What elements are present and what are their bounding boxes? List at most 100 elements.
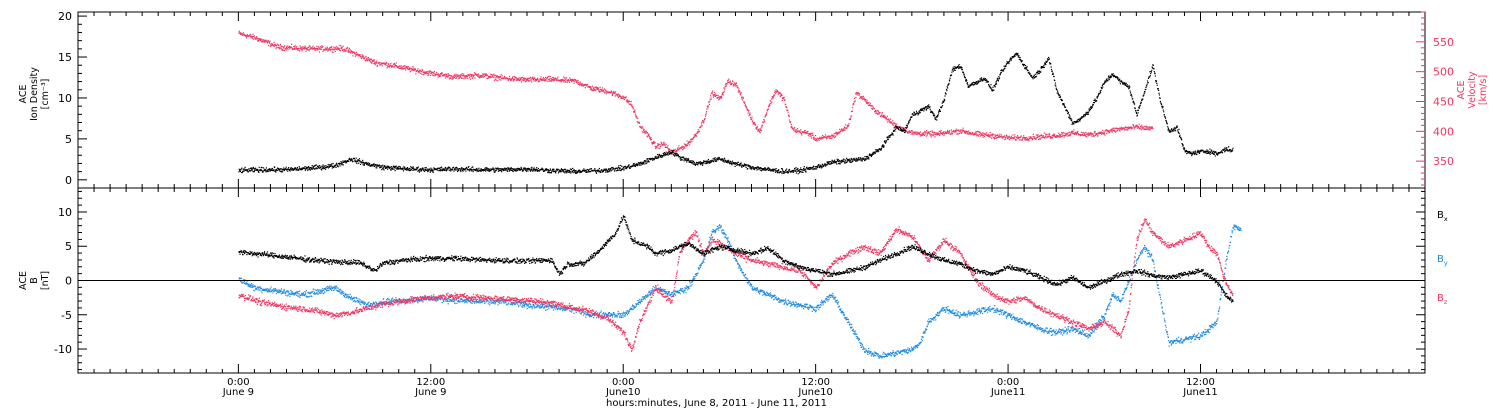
density-series-point — [369, 162, 371, 164]
density-series-point — [830, 161, 832, 163]
velocity-series-point — [542, 78, 544, 80]
density-series-point — [1035, 75, 1037, 77]
velocity-series-point — [307, 49, 309, 51]
velocity-series-point — [753, 123, 755, 125]
density-series-point — [677, 154, 679, 156]
velocity-series-point — [361, 54, 363, 56]
velocity-series-point — [1139, 127, 1141, 129]
density-series-point — [673, 152, 675, 154]
density-series-point — [827, 161, 829, 163]
density-series-point — [384, 167, 386, 169]
velocity-series-point — [892, 120, 894, 122]
density-series-point — [970, 84, 972, 86]
velocity-series-point — [426, 73, 428, 75]
velocity-series-point — [485, 73, 488, 75]
density-series-point — [625, 166, 627, 168]
velocity-series-point — [705, 112, 707, 114]
density-series-point — [567, 170, 569, 172]
density-series-point — [895, 125, 897, 127]
density-series-point — [1094, 98, 1096, 100]
velocity-series-point — [469, 75, 471, 77]
density-series-point — [909, 119, 911, 121]
density-series-point — [927, 105, 929, 107]
velocity-series-point — [603, 89, 605, 91]
velocity-series-point — [685, 144, 687, 146]
velocity-series-point — [1083, 132, 1085, 134]
density-series-point — [753, 168, 756, 171]
density-series-point — [449, 166, 451, 169]
density-series-point — [294, 167, 296, 169]
density-series-point — [867, 158, 869, 160]
velocity-series-point — [390, 62, 392, 65]
density-series-point — [935, 118, 937, 121]
velocity-series-point — [956, 133, 958, 135]
velocity-series-point — [659, 144, 661, 146]
velocity-series-point — [722, 91, 725, 93]
density-series-point — [869, 153, 871, 155]
density-series-point — [619, 167, 621, 169]
density-series-point — [250, 170, 252, 172]
density-series-point — [770, 169, 773, 171]
velocity-series-point — [865, 100, 867, 103]
velocity-series-point — [707, 105, 709, 107]
velocity-series-point — [487, 77, 489, 80]
velocity-series-point — [833, 133, 835, 135]
velocity-series-point — [996, 134, 998, 137]
velocity-series-point — [276, 46, 278, 48]
velocity-series-point — [866, 99, 868, 101]
density-series-point — [1076, 121, 1078, 123]
velocity-series-point — [480, 76, 482, 78]
density-series-point — [1076, 121, 1079, 123]
velocity-series-point — [328, 47, 331, 49]
density-series-point — [837, 160, 839, 162]
velocity-series-point — [393, 66, 395, 68]
velocity-series-point — [570, 79, 572, 81]
velocity-series-point — [924, 131, 926, 133]
velocity-series-point — [383, 63, 385, 65]
velocity-series-point — [1004, 136, 1006, 138]
velocity-series-point — [1030, 136, 1032, 138]
velocity-series-point — [981, 135, 983, 137]
velocity-series-point — [252, 37, 254, 39]
density-series-point — [617, 168, 619, 170]
velocity-series-point — [1142, 128, 1144, 130]
velocity-series-point — [849, 118, 852, 120]
velocity-series-point — [918, 131, 920, 133]
density-series-point — [462, 169, 464, 171]
velocity-series-point — [688, 141, 690, 144]
velocity-series-point — [878, 111, 880, 113]
density-series-point — [851, 158, 853, 160]
velocity-series-point — [406, 65, 408, 68]
density-series-point — [397, 168, 399, 170]
density-series-point — [935, 117, 937, 119]
velocity-series-point — [330, 48, 332, 50]
density-series-point — [892, 130, 895, 132]
velocity-series-point — [249, 36, 252, 38]
velocity-series-point — [1075, 131, 1077, 133]
velocity-series-point — [847, 126, 849, 128]
velocity-series-point — [805, 131, 808, 133]
density-series-point — [708, 160, 710, 162]
velocity-series-point — [339, 44, 341, 46]
velocity-series-point — [334, 50, 336, 53]
density-series-point — [480, 169, 482, 171]
velocity-series-point — [369, 58, 371, 61]
density-series-point — [470, 168, 472, 170]
velocity-series-point — [946, 131, 948, 133]
velocity-series-point — [594, 89, 596, 91]
velocity-series-point — [962, 127, 964, 129]
velocity-series-point — [288, 45, 291, 48]
velocity-series-point — [271, 44, 273, 46]
velocity-series-point — [931, 133, 933, 135]
velocity-series-point — [1108, 132, 1110, 134]
density-series-point — [1106, 78, 1108, 80]
density-series-point — [261, 167, 263, 169]
velocity-series-point — [516, 78, 518, 80]
density-series-point — [1040, 67, 1042, 69]
density-series-point — [907, 123, 909, 125]
velocity-series-point — [711, 92, 713, 95]
density-series-point — [444, 168, 446, 170]
density-series-point — [932, 111, 934, 113]
velocity-series-point — [463, 75, 466, 77]
velocity-series-point — [775, 91, 777, 93]
